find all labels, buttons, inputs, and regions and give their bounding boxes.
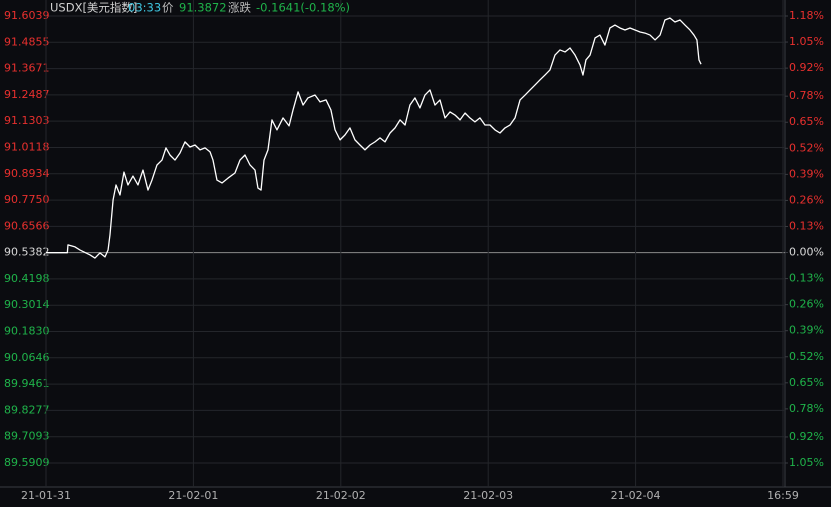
y-tick-label: 91.1303: [4, 114, 50, 127]
y-tick-label: 90.8934: [4, 167, 50, 180]
y-tick-label: 91.4855: [4, 35, 50, 48]
price-label: 价: [162, 1, 174, 15]
y-tick-label: 91.3671: [4, 62, 50, 75]
change-label: 涨跌: [228, 1, 251, 15]
y2-tick-label: 1.05%: [789, 35, 824, 48]
change: -0.1641(-0.18%): [256, 1, 350, 15]
y-tick-label: 90.6566: [4, 219, 50, 232]
y2-tick-label: 1.05%: [789, 456, 824, 469]
header: USDX[美元指数] 03:33 价 91.3872 涨跌 -0.1641(-0…: [50, 1, 350, 15]
y-tick-label: 91.0118: [4, 140, 50, 153]
y2-tick-label: 0.00%: [789, 246, 824, 259]
y2-tick-label: 0.39%: [789, 167, 824, 180]
x-tick-label: 21-02-02: [316, 489, 366, 502]
price: 91.3872: [179, 1, 227, 15]
y2-tick-label: 0.13%: [789, 272, 824, 285]
y2-tick-label: 0.92%: [789, 61, 824, 74]
y2-tick-label: 0.78%: [789, 89, 824, 102]
x-tick-label: 21-02-03: [463, 489, 513, 502]
symbol: USDX[美元指数]: [50, 1, 137, 15]
y-tick-label: 91.2487: [4, 88, 50, 101]
y2-tick-label: 0.26%: [789, 298, 824, 311]
y-tick-label: 90.7750: [4, 193, 50, 206]
y-tick-label: 90.0646: [4, 351, 50, 364]
x-tick-label: 16:59: [767, 489, 799, 502]
y2-tick-label: 0.65%: [789, 115, 824, 128]
y2-tick-label: 0.78%: [789, 402, 824, 415]
y-tick-label: 89.7093: [4, 430, 50, 443]
y-tick-label: 90.4198: [4, 272, 50, 285]
y-tick-label: 91.6039: [4, 9, 50, 22]
y2-tick-label: 0.26%: [789, 193, 824, 206]
y-tick-label: 89.9461: [4, 377, 50, 390]
x-tick-label: 21-02-01: [168, 489, 218, 502]
price-line: [46, 17, 702, 259]
y-tick-label: 90.1830: [4, 325, 50, 338]
y-tick-label: 90.5382: [4, 246, 50, 259]
y-tick-label: 90.3014: [4, 298, 50, 311]
y2-tick-label: 0.52%: [789, 350, 824, 363]
y-tick-label: 89.8277: [4, 403, 50, 416]
x-tick-label: 21-02-04: [611, 489, 661, 502]
y2-tick-label: 1.18%: [789, 9, 824, 22]
y2-tick-label: 0.39%: [789, 324, 824, 337]
y2-tick-label: 0.92%: [789, 430, 824, 443]
y-tick-label: 89.5909: [4, 456, 50, 469]
x-tick-label: 21-01-31: [21, 489, 71, 502]
y2-tick-label: 0.52%: [789, 141, 824, 154]
y2-tick-label: 0.13%: [789, 219, 824, 232]
time: 03:33: [128, 1, 161, 15]
y2-tick-label: 0.65%: [789, 376, 824, 389]
